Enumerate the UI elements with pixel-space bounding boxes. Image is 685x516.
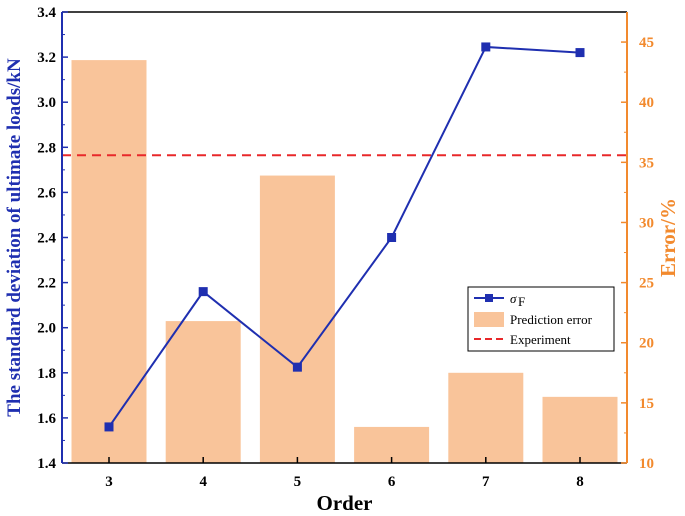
left-tick-label: 3.4: [37, 5, 56, 21]
sigma-f-marker: [104, 422, 114, 432]
right-tick-label: 15: [639, 396, 654, 412]
left-tick-label: 3.0: [37, 95, 56, 111]
left-tick-label: 2.6: [37, 185, 56, 201]
left-axis-title: The standard deviation of ultimate loads…: [4, 58, 25, 417]
right-tick-label: 45: [639, 35, 654, 51]
x-axis-title: Order: [317, 491, 373, 515]
legend-sigma-subscript: F: [518, 294, 525, 309]
right-tick-label: 10: [639, 456, 654, 472]
x-tick-label: 4: [199, 474, 207, 490]
prediction-error-bar: [259, 175, 335, 463]
prediction-error-bar: [165, 321, 241, 463]
prediction-error-bar: [354, 426, 430, 463]
left-tick-label: 3.2: [37, 50, 56, 66]
right-tick-label: 30: [639, 215, 654, 231]
legend-sigma-label: σ: [510, 291, 517, 306]
x-tick-label: 3: [105, 474, 113, 490]
right-tick-label: 20: [639, 336, 654, 352]
right-axis-title: Error/%: [656, 198, 680, 277]
prediction-error-bar: [71, 60, 147, 464]
legend-sigma-marker-icon: [485, 294, 493, 302]
x-tick-label: 5: [294, 474, 302, 490]
sigma-f-line: [108, 45, 581, 428]
sigma-f-marker: [198, 287, 208, 297]
left-tick-label: 2.8: [37, 140, 56, 156]
legend-prediction-label: Prediction error: [510, 312, 593, 327]
right-tick-label: 40: [639, 95, 654, 111]
sigma-f-marker: [292, 362, 302, 372]
sigma-f-marker: [387, 233, 397, 242]
x-tick-label: 8: [576, 474, 584, 490]
prediction-error-bar: [448, 372, 524, 463]
legend-bar-swatch: [474, 312, 504, 327]
prediction-error-bar: [542, 396, 618, 463]
legend-experiment-label: Experiment: [510, 332, 571, 347]
left-tick-label: 2.0: [37, 321, 56, 337]
x-tick-label: 6: [388, 474, 396, 490]
left-tick-label: 1.8: [37, 366, 56, 382]
left-tick-label: 2.2: [37, 276, 56, 292]
right-tick-label: 25: [639, 276, 654, 292]
sigma-f-marker: [481, 42, 491, 52]
left-tick-label: 2.4: [37, 231, 56, 247]
left-tick-label: 1.6: [37, 411, 56, 427]
right-tick-label: 35: [639, 155, 654, 171]
x-tick-label: 7: [482, 474, 490, 490]
left-tick-label: 1.4: [37, 456, 56, 472]
sigma-f-marker: [575, 48, 585, 58]
